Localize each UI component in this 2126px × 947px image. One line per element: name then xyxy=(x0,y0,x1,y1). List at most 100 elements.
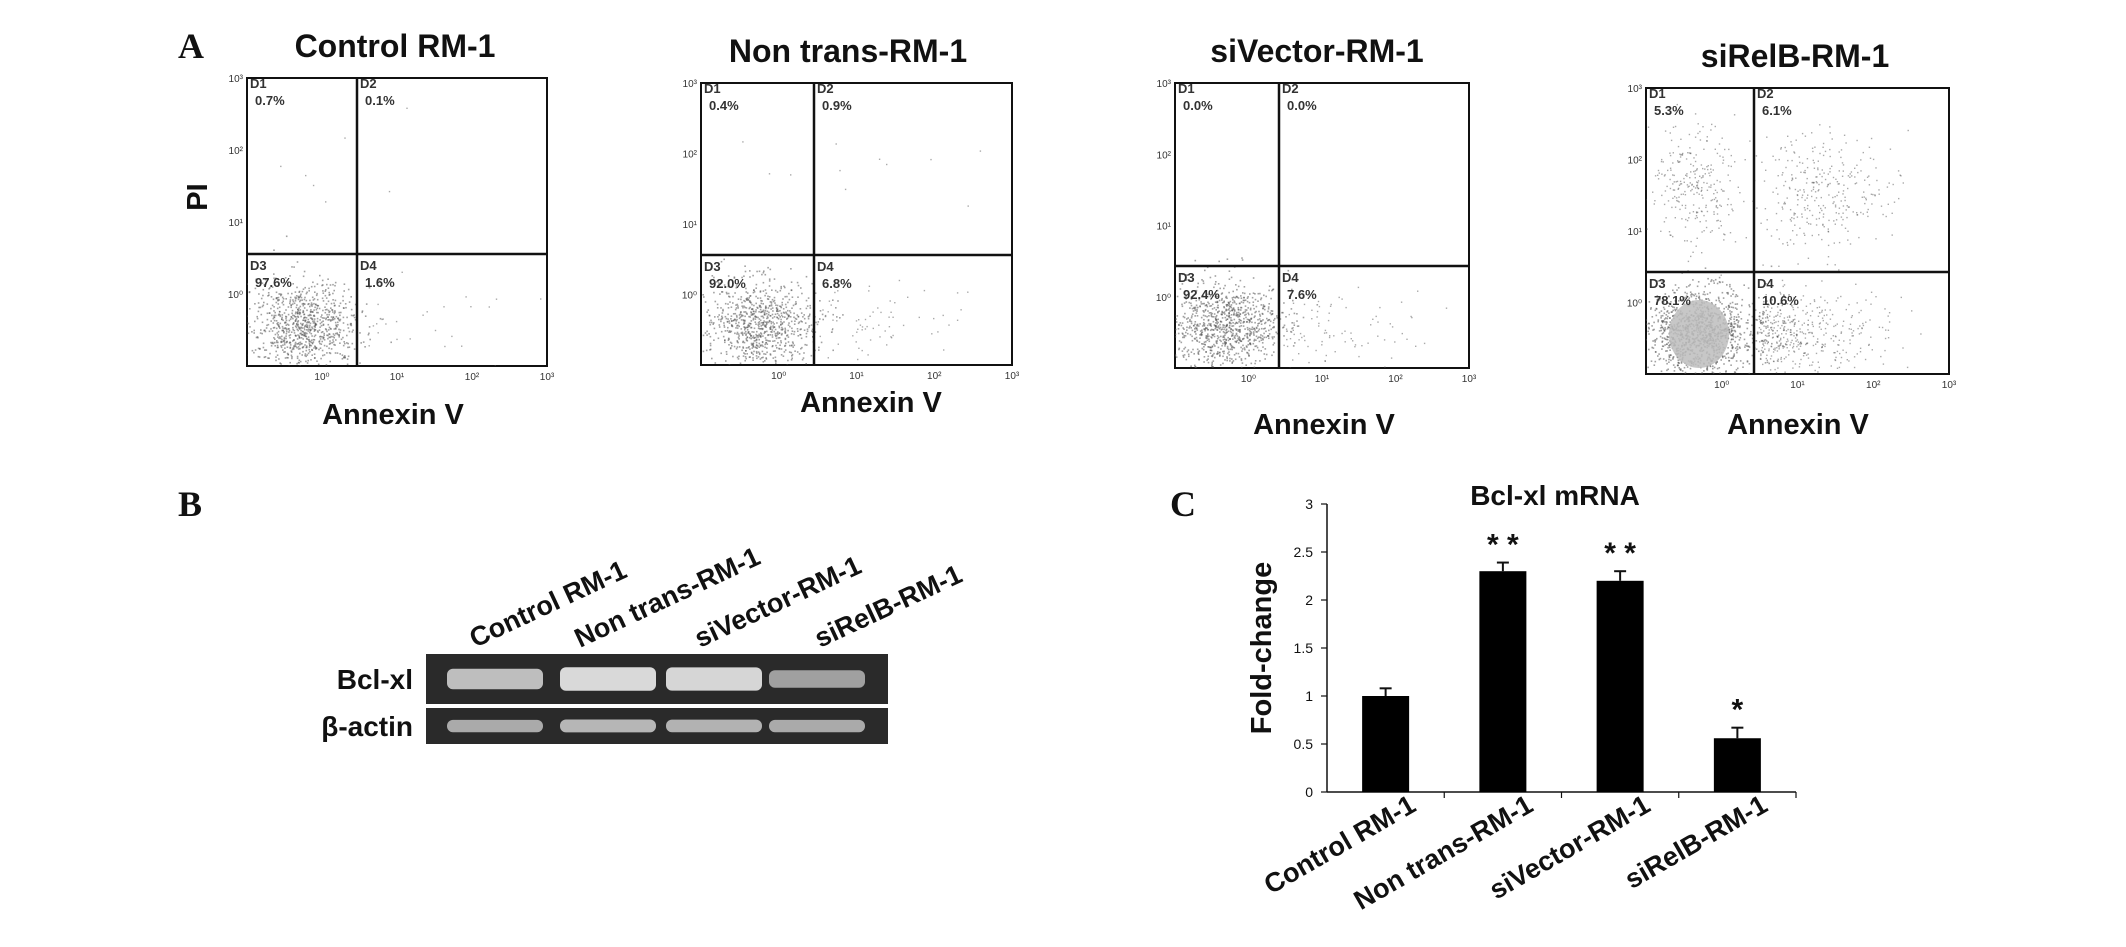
y-tick-label: 10¹ xyxy=(229,218,244,229)
x-tick-label: 10⁰ xyxy=(1714,380,1729,391)
gel-band xyxy=(560,720,656,733)
quadrant-id: D3 xyxy=(1649,276,1666,291)
y-tick-label: 0 xyxy=(1305,784,1313,800)
quadrant-id: D1 xyxy=(704,81,721,96)
flow-plot-frame xyxy=(247,78,547,366)
quadrant-value: 10.6% xyxy=(1762,293,1799,308)
flow-plot-frame xyxy=(701,83,1012,365)
y-tick-label: 10⁰ xyxy=(228,290,243,301)
y-tick-label: 10² xyxy=(1628,156,1643,167)
quadrant-id: D4 xyxy=(817,259,834,274)
y-tick-label: 10⁰ xyxy=(1156,293,1171,304)
flow-plot-2: Non trans-RM-1D10.4%D20.9%D392.0%D46.8%1… xyxy=(654,33,1090,419)
panel-letter-c: C xyxy=(1170,484,1196,524)
gel-band xyxy=(447,720,543,732)
significance-mark: * * xyxy=(1604,537,1636,570)
flow-plot-title: siVector-RM-1 xyxy=(1210,33,1423,69)
gel-row-label: Bcl-xl xyxy=(337,664,413,695)
flow-plot-1: Control RM-1D10.7%D20.1%D397.6%D41.6%10⁰… xyxy=(205,28,555,431)
quadrant-id: D2 xyxy=(1282,81,1299,96)
flow-plot-title: Non trans-RM-1 xyxy=(729,33,967,69)
y-tick-label: 10³ xyxy=(1157,79,1172,90)
x-tick-label: 10³ xyxy=(1462,374,1477,385)
y-axis-title: Fold-change xyxy=(1246,562,1278,734)
x-axis-title: Annexin V xyxy=(1253,409,1395,441)
flow-plot-3: siVector-RM-1 D1 0.0% D2 0.0% D3 92.4% D4 7.6% 10… xyxy=(1142,33,1477,441)
y-tick-label: 10² xyxy=(1157,150,1172,161)
y-tick-label: 0.5 xyxy=(1294,736,1314,752)
gel-band xyxy=(447,669,543,690)
quadrant-id: D4 xyxy=(360,258,377,273)
quadrant-value: 0.4% xyxy=(709,98,739,113)
x-axis-title: Annexin V xyxy=(800,387,942,419)
x-axis-title: Annexin V xyxy=(322,399,464,431)
x-tick-label: 10² xyxy=(927,371,942,382)
quadrant-id: D1 xyxy=(1178,81,1195,96)
flow-plot-4: siRelB-RM-1D15.3%D26.1%D378.1%D410.6%10⁰… xyxy=(1621,38,1957,441)
panel-letter-b: B xyxy=(178,484,202,524)
bar xyxy=(1597,581,1644,792)
y-tick-label: 10⁰ xyxy=(682,291,697,302)
significance-mark: * * xyxy=(1487,529,1519,562)
quadrant-id: D2 xyxy=(817,81,834,96)
quadrant-value: 0.9% xyxy=(822,98,852,113)
quadrant-value: 92.4% xyxy=(1183,287,1220,302)
quadrant-value: 78.1% xyxy=(1654,293,1691,308)
quadrant-value: 6.1% xyxy=(1762,103,1792,118)
gel-band xyxy=(769,720,865,732)
quadrant-id: D1 xyxy=(1649,86,1666,101)
quadrant-id: D1 xyxy=(250,76,267,91)
bar-chart: Bcl-xl mRNAFold-change00.511.522.53Contr… xyxy=(1246,480,1796,916)
x-tick-label: 10⁰ xyxy=(771,371,786,382)
flow-plot-dense-cluster xyxy=(1669,300,1729,368)
y-tick-label: 10² xyxy=(229,146,244,157)
quadrant-id: D2 xyxy=(360,76,377,91)
chart-title: Bcl-xl mRNA xyxy=(1470,480,1640,511)
bar xyxy=(1362,696,1409,792)
quadrant-value: 7.6% xyxy=(1287,287,1317,302)
quadrant-value: 0.1% xyxy=(365,93,395,108)
y-tick-label: 10³ xyxy=(229,74,244,85)
y-tick-label: 1.5 xyxy=(1294,640,1314,656)
quadrant-value: 6.8% xyxy=(822,276,852,291)
flow-cytometry-plots: Control RM-1D10.7%D20.1%D397.6%D41.6%10⁰… xyxy=(182,28,1957,441)
gel-band xyxy=(769,670,865,687)
quadrant-id: D4 xyxy=(1282,270,1299,285)
y-tick-label: 10³ xyxy=(1628,84,1643,95)
y-tick-label: 3 xyxy=(1305,496,1313,512)
quadrant-value: 1.6% xyxy=(365,275,395,290)
x-tick-label: 10² xyxy=(465,372,480,383)
flow-plot-title: siRelB-RM-1 xyxy=(1701,38,1889,74)
y-tick-label: 2 xyxy=(1305,592,1313,608)
quadrant-value: 0.0% xyxy=(1183,98,1213,113)
x-tick-label: 10² xyxy=(1866,380,1881,391)
quadrant-id: D3 xyxy=(250,258,267,273)
gel-row-label: β-actin xyxy=(321,711,413,742)
x-tick-label: 10³ xyxy=(540,372,555,383)
x-tick-label: 10³ xyxy=(1942,380,1957,391)
x-tick-label: 10¹ xyxy=(1315,374,1330,385)
y-tick-label: 10¹ xyxy=(1157,222,1172,233)
gel-band xyxy=(666,667,762,690)
y-tick-label: 10³ xyxy=(683,79,698,90)
gel-band xyxy=(560,667,656,690)
x-tick-label: 10⁰ xyxy=(1241,374,1256,385)
gel-band xyxy=(666,720,762,733)
bar xyxy=(1479,571,1526,792)
significance-mark: * xyxy=(1732,694,1744,727)
y-tick-label: 2.5 xyxy=(1294,544,1314,560)
quadrant-value: 0.0% xyxy=(1287,98,1317,113)
x-tick-label: 10⁰ xyxy=(314,372,329,383)
x-axis-title: Annexin V xyxy=(1727,409,1869,441)
y-tick-label: 10¹ xyxy=(683,220,698,231)
quadrant-id: D4 xyxy=(1757,276,1774,291)
quadrant-value: 5.3% xyxy=(1654,103,1684,118)
quadrant-value: 0.7% xyxy=(255,93,285,108)
panel-letter-a: A xyxy=(178,26,204,66)
quadrant-id: D3 xyxy=(1178,270,1195,285)
y-tick-label: 1 xyxy=(1305,688,1313,704)
x-tick-label: 10¹ xyxy=(1790,380,1805,391)
x-tick-label: 10² xyxy=(1388,374,1403,385)
